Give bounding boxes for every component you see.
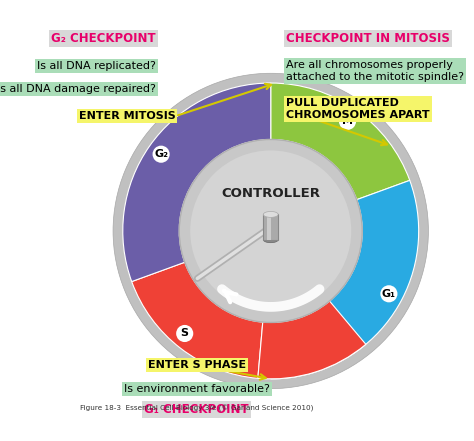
Wedge shape	[258, 301, 366, 379]
Wedge shape	[113, 73, 428, 389]
Circle shape	[190, 150, 351, 311]
Text: S: S	[181, 329, 189, 339]
Bar	[264, 214, 278, 240]
Bar	[267, 214, 271, 240]
Text: Is environment favorable?: Is environment favorable?	[124, 384, 270, 394]
Circle shape	[339, 113, 356, 130]
Wedge shape	[271, 319, 309, 379]
Text: G₂ CHECKPOINT: G₂ CHECKPOINT	[51, 32, 156, 45]
Wedge shape	[271, 83, 410, 200]
Text: Is all DNA replicated?: Is all DNA replicated?	[37, 60, 156, 71]
Circle shape	[380, 285, 398, 303]
Circle shape	[176, 325, 193, 342]
Text: CONTROLLER: CONTROLLER	[221, 187, 320, 201]
Wedge shape	[132, 262, 263, 378]
Text: Are all chromosomes properly
attached to the mitotic spindle?: Are all chromosomes properly attached to…	[286, 60, 465, 82]
Circle shape	[179, 139, 362, 322]
Wedge shape	[123, 83, 271, 281]
Text: CHECKPOINT IN MITOSIS: CHECKPOINT IN MITOSIS	[286, 32, 450, 45]
Text: ENTER S PHASE: ENTER S PHASE	[148, 360, 246, 370]
Text: G₁: G₁	[382, 289, 396, 299]
Text: Is all DNA damage repaired?: Is all DNA damage repaired?	[0, 84, 156, 94]
Text: M: M	[342, 116, 353, 126]
Text: Figure 18-3  Essential Cell Biology 3/e (© Garland Science 2010): Figure 18-3 Essential Cell Biology 3/e (…	[80, 405, 313, 412]
Ellipse shape	[264, 237, 278, 243]
Ellipse shape	[264, 212, 278, 217]
Text: PULL DUPLICATED
CHROMOSOMES APART: PULL DUPLICATED CHROMOSOMES APART	[286, 98, 430, 120]
Wedge shape	[294, 180, 419, 374]
Text: G₁ CHECKPOINT: G₁ CHECKPOINT	[145, 403, 249, 416]
Circle shape	[153, 146, 170, 163]
Text: G₂: G₂	[154, 149, 168, 159]
Text: ENTER MITOSIS: ENTER MITOSIS	[79, 111, 175, 121]
